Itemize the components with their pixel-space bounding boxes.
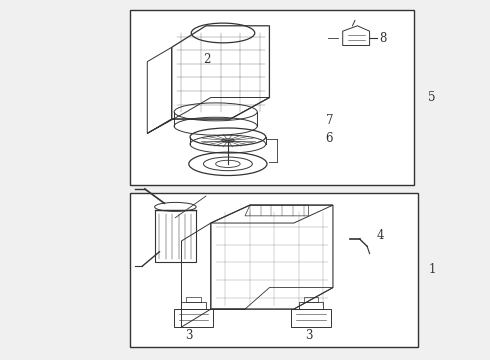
Text: 2: 2 [203, 53, 211, 66]
Bar [155, 211, 196, 262]
Text: 3: 3 [305, 329, 312, 342]
Bar [174, 309, 213, 327]
Bar [292, 309, 331, 327]
Text: 4: 4 [377, 229, 385, 242]
Bar [186, 297, 201, 302]
Bar [304, 297, 318, 302]
Text: 1: 1 [428, 263, 436, 276]
Text: 6: 6 [326, 132, 333, 145]
Bar [130, 193, 418, 347]
Text: 5: 5 [428, 91, 436, 104]
Bar [181, 302, 206, 309]
Text: 3: 3 [185, 329, 193, 342]
Bar [299, 302, 323, 309]
Text: 7: 7 [326, 114, 333, 127]
Text: 8: 8 [379, 32, 387, 45]
Bar [130, 10, 414, 185]
